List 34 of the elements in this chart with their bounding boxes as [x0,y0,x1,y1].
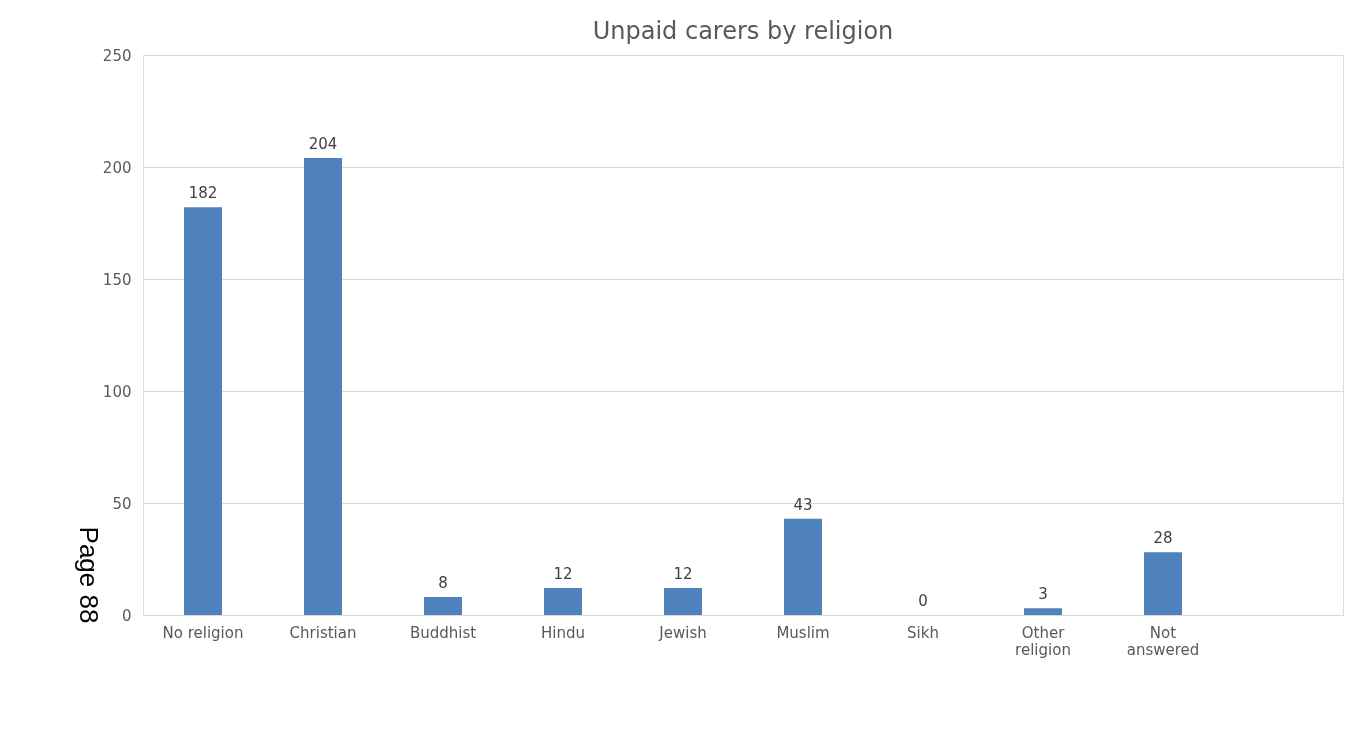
bar [304,158,342,615]
y-tick-label: 250 [102,46,132,65]
x-tick-label: Christian [289,623,357,642]
chart-title: Unpaid carers by religion [592,17,894,45]
y-tick-label: 150 [102,270,132,289]
x-tick-label: Sikh [907,623,939,642]
text: Page 88 [74,526,104,624]
x-tick-label: No religion [162,623,244,642]
x-tick-label: Other religion [1015,623,1071,659]
data-label: 3 [1038,585,1048,604]
bar [424,597,462,615]
bar [664,588,702,615]
x-tick-label: Buddhist [409,623,477,642]
y-tick-label: 50 [112,494,132,513]
data-label: 12 [553,565,573,584]
x-tick-label: Hindu [541,623,585,642]
y-tick-label: 200 [102,158,132,177]
x-tick-label: Jewish [658,623,707,642]
data-label: 43 [793,495,813,514]
data-label: 28 [1153,529,1173,548]
data-label: 182 [188,184,218,203]
data-label: 8 [438,574,448,593]
bar [1144,552,1182,615]
x-tick-label: Muslim [776,623,830,642]
bar [784,518,822,615]
data-label: 0 [918,592,928,610]
bar [1024,608,1062,615]
data-label: 12 [673,565,693,584]
bar [184,207,222,615]
x-tick-label: Not answered [1126,623,1200,659]
bar [544,588,582,615]
y-tick-label: 100 [102,382,132,401]
data-label: 204 [308,135,338,154]
y-tick-label: 0 [121,606,132,625]
